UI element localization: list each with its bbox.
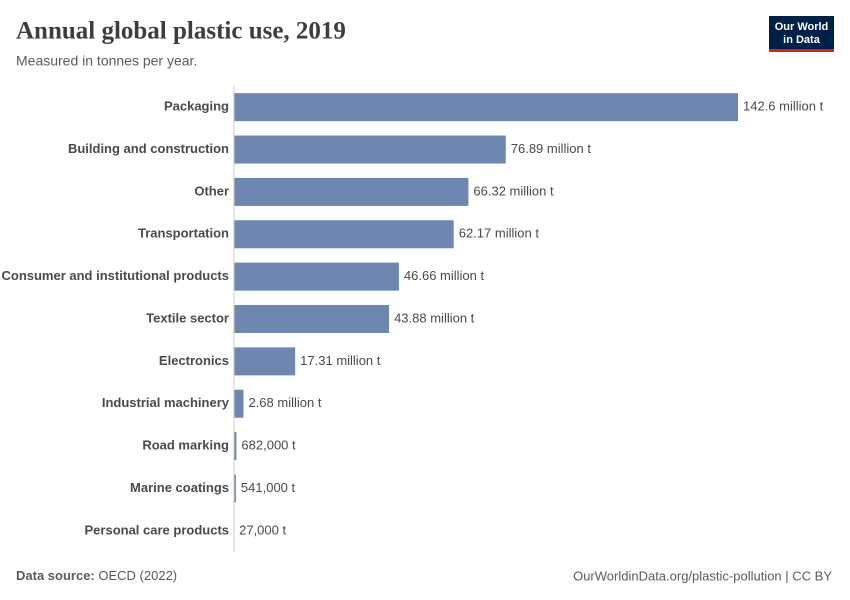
chart-subtitle: Measured in tonnes per year.	[16, 53, 197, 69]
source-text[interactable]: OECD (2022)	[98, 568, 177, 583]
bar	[234, 135, 506, 164]
value-label: 62.17 million t	[459, 226, 540, 241]
source: Data source: OECD (2022)	[16, 568, 177, 583]
value-label: 76.89 million t	[511, 141, 592, 156]
value-label: 27,000 t	[239, 522, 286, 537]
category-label: Personal care products	[85, 522, 230, 537]
category-label: Marine coatings	[130, 480, 229, 495]
bar	[234, 93, 738, 122]
logo-stripe	[769, 49, 834, 52]
value-label: 541,000 t	[241, 480, 296, 495]
category-label: Road marking	[142, 438, 229, 453]
value-label: 142.6 million t	[743, 99, 824, 114]
category-label: Building and construction	[68, 141, 229, 156]
category-label: Transportation	[138, 226, 229, 241]
value-label: 682,000 t	[241, 438, 296, 453]
category-label: Packaging	[164, 99, 229, 114]
chart-title: Annual global plastic use, 2019	[16, 18, 346, 45]
bar	[234, 177, 469, 206]
bar	[234, 474, 236, 503]
bar	[234, 347, 296, 376]
footer-link[interactable]: OurWorldinData.org/plastic-pollution | C…	[573, 568, 832, 583]
category-label: Consumer and institutional products	[1, 268, 229, 283]
bar	[234, 305, 390, 333]
value-label: 43.88 million t	[394, 310, 475, 325]
value-label: 66.32 million t	[473, 183, 554, 198]
value-label: 17.31 million t	[300, 353, 381, 368]
bar	[234, 220, 454, 249]
logo[interactable]: Our World in Data	[769, 16, 834, 52]
bar	[234, 389, 244, 418]
source-label: Data source:	[16, 568, 95, 583]
logo-background	[769, 16, 834, 49]
value-label: 46.66 million t	[404, 268, 485, 283]
category-label: Industrial machinery	[102, 395, 230, 410]
bar	[234, 262, 399, 291]
value-label: 2.68 million t	[248, 395, 321, 410]
bar	[234, 432, 237, 461]
category-label: Electronics	[159, 353, 229, 368]
logo-text: in Data	[783, 34, 821, 46]
logo-text: Our World	[775, 21, 829, 33]
category-label: Other	[194, 183, 229, 198]
category-label: Textile sector	[146, 310, 229, 325]
